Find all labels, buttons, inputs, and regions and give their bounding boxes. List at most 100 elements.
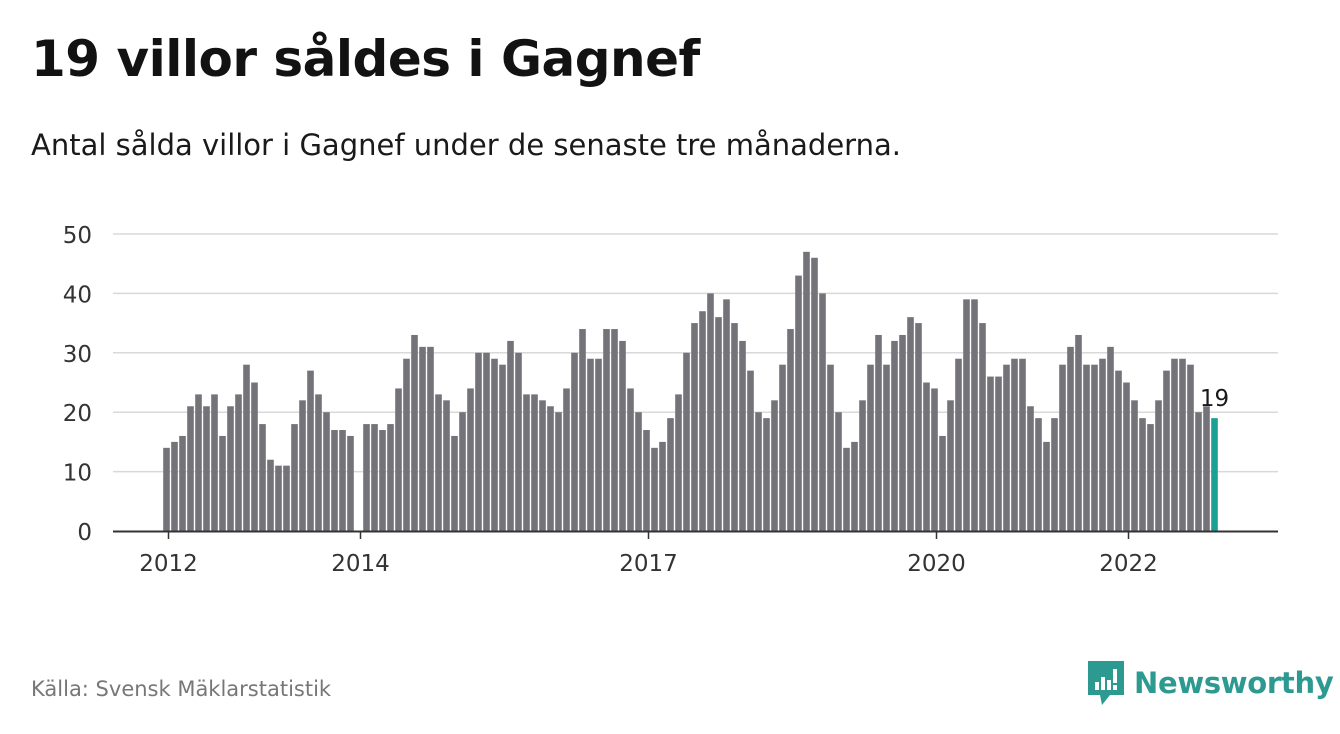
bar bbox=[1147, 424, 1154, 531]
bar bbox=[1043, 441, 1050, 531]
bar bbox=[411, 334, 418, 531]
y-tick-label: 10 bbox=[63, 461, 92, 487]
bar bbox=[1067, 346, 1074, 531]
bar bbox=[331, 430, 338, 531]
bar bbox=[1171, 358, 1178, 531]
highlight-data-label: 19 bbox=[1200, 386, 1229, 412]
bar bbox=[931, 388, 938, 531]
bar bbox=[1091, 364, 1098, 531]
bar bbox=[427, 346, 434, 531]
bar bbox=[419, 346, 426, 531]
bar bbox=[651, 447, 658, 531]
bar bbox=[363, 424, 370, 531]
bar bbox=[731, 323, 738, 531]
bar bbox=[747, 370, 754, 531]
bar bbox=[795, 275, 802, 531]
bar bbox=[1131, 400, 1138, 531]
bar bbox=[163, 447, 170, 531]
bar bbox=[443, 400, 450, 531]
bar bbox=[891, 340, 898, 531]
bar bbox=[819, 293, 826, 531]
y-tick-label: 20 bbox=[63, 401, 92, 427]
y-tick-label: 40 bbox=[63, 282, 92, 308]
y-axis-ticks: 0 10 20 30 40 50 bbox=[63, 223, 92, 546]
bar bbox=[179, 435, 186, 531]
bar bbox=[459, 412, 466, 531]
bar bbox=[275, 465, 282, 531]
bar bbox=[947, 400, 954, 531]
bar bbox=[387, 424, 394, 531]
bar bbox=[691, 323, 698, 531]
bar bbox=[227, 406, 234, 531]
bar bbox=[987, 376, 994, 531]
bar bbox=[563, 388, 570, 531]
bar bbox=[955, 358, 962, 531]
bar bbox=[491, 358, 498, 531]
bar bbox=[707, 293, 714, 531]
bar bbox=[619, 340, 626, 531]
y-tick-label: 0 bbox=[77, 520, 92, 546]
bar bbox=[627, 388, 634, 531]
bar bbox=[875, 334, 882, 531]
bar bbox=[1059, 364, 1066, 531]
bar bbox=[323, 412, 330, 531]
bar bbox=[403, 358, 410, 531]
bar bbox=[299, 400, 306, 531]
bar bbox=[899, 334, 906, 531]
bar bbox=[915, 323, 922, 531]
x-tick-label: 2012 bbox=[139, 551, 198, 577]
bar bbox=[811, 257, 818, 531]
bar bbox=[243, 364, 250, 531]
bar bbox=[995, 376, 1002, 531]
bar bbox=[1019, 358, 1026, 531]
bar bbox=[507, 340, 514, 531]
newsworthy-logo-icon bbox=[1088, 661, 1124, 705]
bar bbox=[211, 394, 218, 531]
bar bbox=[395, 388, 402, 531]
bar bbox=[587, 358, 594, 531]
bar bbox=[219, 435, 226, 531]
bar bbox=[643, 430, 650, 531]
bar bbox=[715, 317, 722, 531]
bar bbox=[755, 412, 762, 531]
bar bbox=[683, 352, 690, 531]
bar bbox=[1083, 364, 1090, 531]
x-tick-label: 2017 bbox=[619, 551, 678, 577]
bar bbox=[939, 435, 946, 531]
x-tick-label: 2022 bbox=[1099, 551, 1158, 577]
bar bbox=[971, 299, 978, 531]
bar bbox=[539, 400, 546, 531]
bar bbox=[1139, 418, 1146, 531]
bar bbox=[859, 400, 866, 531]
bar bbox=[979, 323, 986, 531]
bar bbox=[659, 441, 666, 531]
bar bbox=[907, 317, 914, 531]
bar bbox=[451, 435, 458, 531]
brand-logo[interactable]: Newsworthy bbox=[1088, 660, 1334, 706]
bar bbox=[1011, 358, 1018, 531]
bar bbox=[1187, 364, 1194, 531]
y-tick-label: 30 bbox=[63, 342, 92, 368]
bar bbox=[571, 352, 578, 531]
bar bbox=[1107, 346, 1114, 531]
bar bbox=[1163, 370, 1170, 531]
data-labels: 19 bbox=[1200, 386, 1229, 412]
bar bbox=[259, 424, 266, 531]
bar bbox=[579, 329, 586, 531]
bar bbox=[803, 251, 810, 531]
bar bbox=[1195, 412, 1202, 531]
x-tick-label: 2020 bbox=[907, 551, 966, 577]
bar bbox=[523, 394, 530, 531]
bar bbox=[435, 394, 442, 531]
bar bbox=[699, 311, 706, 531]
bar bbox=[1075, 334, 1082, 531]
bar bbox=[963, 299, 970, 531]
bar bbox=[1155, 400, 1162, 531]
bar bbox=[923, 382, 930, 531]
bar bbox=[763, 418, 770, 531]
bar bbox=[531, 394, 538, 531]
bar bbox=[283, 465, 290, 531]
bar bbox=[547, 406, 554, 531]
bar bbox=[555, 412, 562, 531]
bar bbox=[1123, 382, 1130, 531]
